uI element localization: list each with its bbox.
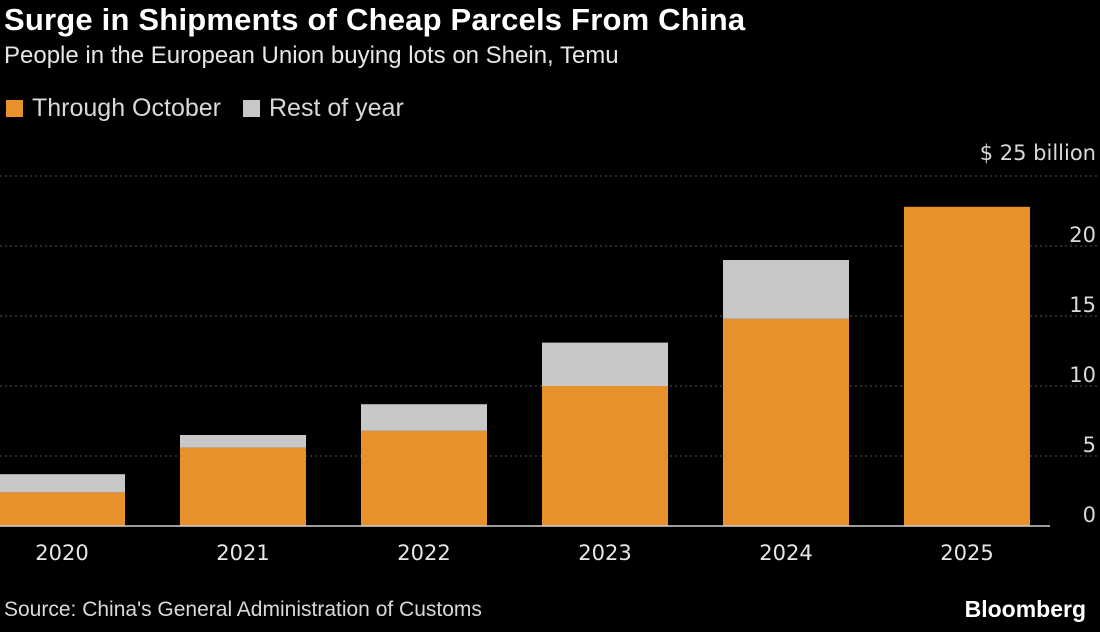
bar-2022-rest-of-year: [361, 404, 487, 431]
legend-swatch-through-october: [6, 100, 23, 117]
y-tick-label-0: 0: [1083, 503, 1096, 527]
x-tick-label-2025: 2025: [940, 541, 993, 565]
x-tick-label-2021: 2021: [216, 541, 269, 565]
bar-2023-rest-of-year: [542, 342, 668, 386]
legend: Through October Rest of year: [6, 94, 426, 123]
bar-2020-through-october: [0, 492, 125, 526]
x-tick-label-2023: 2023: [578, 541, 631, 565]
x-tick-label-2020: 2020: [35, 541, 88, 565]
chart-title: Surge in Shipments of Cheap Parcels From…: [4, 2, 746, 37]
y-tick-label-10: 10: [1069, 363, 1096, 387]
bar-2021-through-october: [180, 447, 306, 526]
y-tick-label-20: 20: [1069, 223, 1096, 247]
legend-item-rest-of-year: Rest of year: [243, 94, 404, 123]
bars: [0, 206, 1030, 527]
chart-subtitle: People in the European Union buying lots…: [4, 42, 619, 69]
y-tick-label-5: 5: [1083, 433, 1096, 457]
legend-swatch-rest-of-year: [243, 100, 260, 117]
y-tick-label-15: 15: [1069, 293, 1096, 317]
x-tick-label-2024: 2024: [759, 541, 812, 565]
bloomberg-logo: Bloomberg: [964, 596, 1086, 622]
legend-item-through-october: Through October: [6, 94, 221, 123]
y-tick-label-25: $ 25 billion: [980, 141, 1096, 165]
legend-label-through-october: Through October: [32, 94, 221, 122]
x-axis: 2020 2021 2022 2023 2024 2025: [35, 541, 993, 565]
source-note: Source: China's General Administration o…: [4, 598, 482, 621]
bar-2024-rest-of-year: [723, 260, 849, 319]
bar-2021-rest-of-year: [180, 435, 306, 448]
bar-2023-through-october: [542, 386, 668, 526]
legend-label-rest-of-year: Rest of year: [269, 94, 404, 122]
bar-2025-through-october: [904, 206, 1030, 527]
bar-2020-rest-of-year: [0, 474, 125, 493]
x-tick-label-2022: 2022: [397, 541, 450, 565]
bar-2024-through-october: [723, 318, 849, 526]
y-axis: 0 5 10 15 20 $ 25 billion: [980, 141, 1096, 527]
bar-2022-through-october: [361, 430, 487, 526]
